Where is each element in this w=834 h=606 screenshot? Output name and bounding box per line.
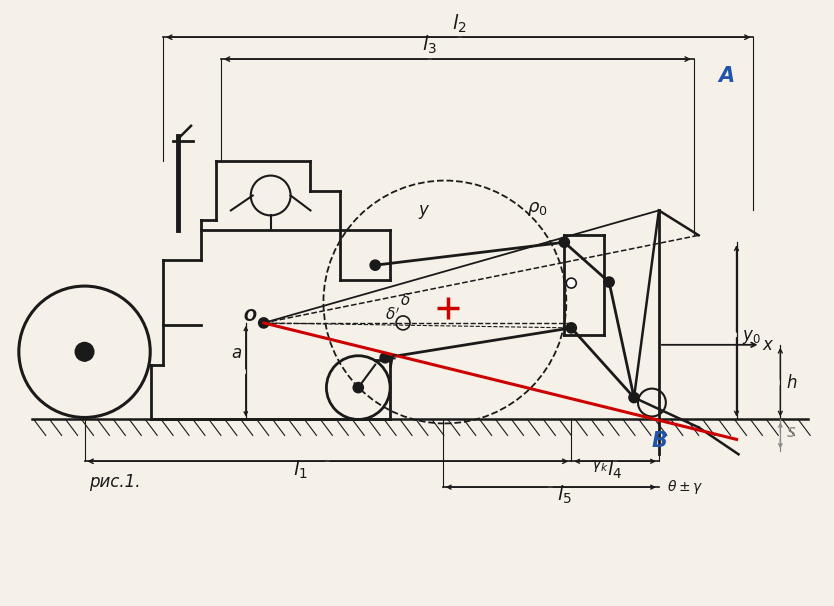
Circle shape [76,343,93,361]
Circle shape [566,323,576,333]
Text: A: A [719,66,735,86]
Text: $s$: $s$ [786,424,796,441]
Text: $a$: $a$ [231,344,242,362]
Text: $l_4$: $l_4$ [607,458,623,481]
Text: $l_2$: $l_2$ [453,12,467,35]
Circle shape [380,353,390,363]
Text: B: B [652,431,668,451]
Circle shape [629,393,639,402]
Circle shape [604,277,614,287]
Circle shape [566,278,576,288]
Text: $\rho_0$: $\rho_0$ [527,201,548,218]
Text: рис.1.: рис.1. [89,473,141,491]
Circle shape [370,260,380,270]
Text: $h$: $h$ [786,374,797,391]
Text: $\theta\pm\gamma$: $\theta\pm\gamma$ [667,478,703,496]
Text: $l_3$: $l_3$ [423,34,437,56]
Text: $\delta'$: $\delta'$ [385,306,400,323]
Circle shape [354,382,364,393]
Text: $f$: $f$ [388,354,398,371]
Text: $y_0$: $y_0$ [741,328,761,346]
Text: $x$: $x$ [762,336,775,354]
Circle shape [259,318,269,328]
Circle shape [560,238,570,247]
Text: $l_5$: $l_5$ [557,484,572,507]
Text: $\gamma_k$: $\gamma_k$ [591,458,609,474]
Text: $l_1$: $l_1$ [293,458,308,481]
Text: $y$: $y$ [418,204,430,221]
Text: O: O [244,309,257,324]
Text: $\delta$: $\delta$ [400,292,410,308]
